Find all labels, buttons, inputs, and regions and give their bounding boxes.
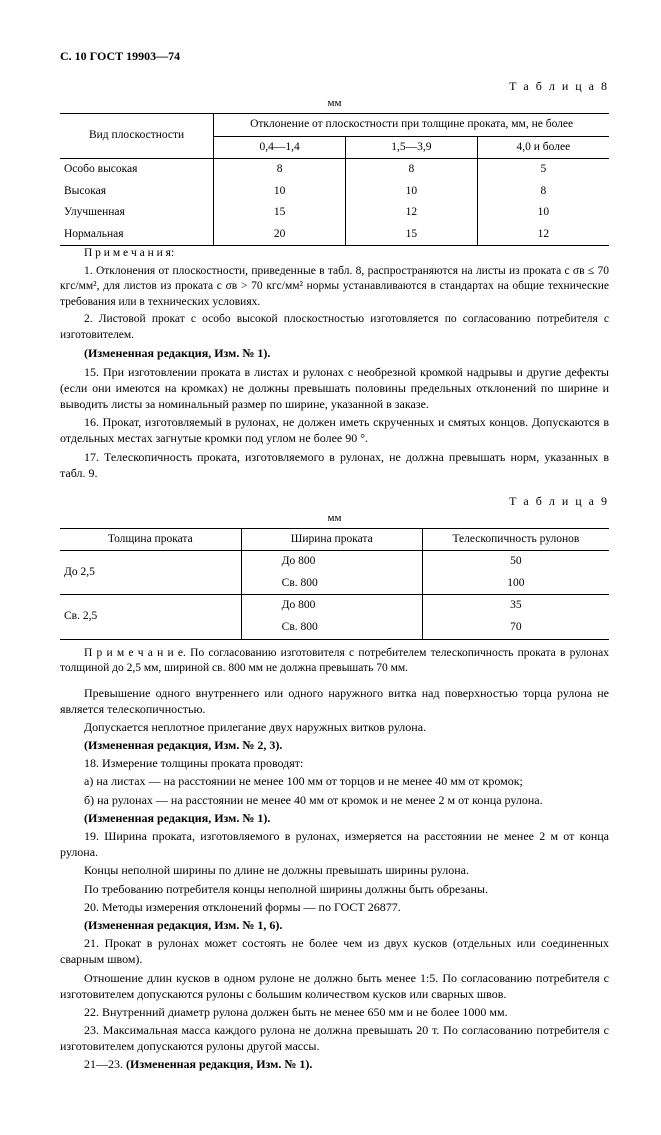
table8-label: Т а б л и ц а 8 xyxy=(60,78,609,94)
t8-sub1: 0,4—1,4 xyxy=(214,136,346,159)
t8-row: Высокая xyxy=(60,181,214,203)
t8-sub3: 4,0 и более xyxy=(477,136,609,159)
t8-cell: 8 xyxy=(477,181,609,203)
t8-col-flatness: Вид плоскостности xyxy=(60,114,214,159)
change-1b: (Измененная редакция, Изм. № 1). xyxy=(60,810,609,826)
p19a: Концы неполной ширины по длине не должны… xyxy=(60,862,609,878)
change-1: (Измененная редакция, Изм. № 1). xyxy=(60,345,609,361)
t9-cell: Св. 800 xyxy=(241,573,422,595)
t9-cell: До 800 xyxy=(241,551,422,573)
t8-row: Нормальная xyxy=(60,224,214,246)
t8-cell: 5 xyxy=(477,159,609,181)
change-23: (Измененная редакция, Изм. № 2, 3). xyxy=(60,737,609,753)
table9-unit: мм xyxy=(60,511,609,526)
notes8-2: 2. Листовой прокат с особо высокой плоск… xyxy=(60,312,609,343)
p21: 21. Прокат в рулонах может состоять не б… xyxy=(60,935,609,967)
t9-cell: 50 xyxy=(422,551,609,573)
p17: 17. Телескопичность проката, изготовляем… xyxy=(60,449,609,481)
t9-cell: 100 xyxy=(422,573,609,595)
table8-unit: мм xyxy=(60,96,609,111)
t9-row: До 2,5 xyxy=(60,551,241,595)
page-header: С. 10 ГОСТ 19903—74 xyxy=(60,48,609,64)
t9-col-tele: Телескопичность рулонов xyxy=(422,528,609,551)
t8-cell: 20 xyxy=(214,224,346,246)
t8-cell: 8 xyxy=(345,159,477,181)
p19: 19. Ширина проката, изготовляемого в рул… xyxy=(60,828,609,860)
t9-cell: 70 xyxy=(422,617,609,639)
p18b: б) на рулонах — на расстоянии не менее 4… xyxy=(60,792,609,808)
p16: 16. Прокат, изготовляемый в рулонах, не … xyxy=(60,414,609,446)
p21a: Отношение длин кусков в одном рулоне не … xyxy=(60,970,609,1002)
t8-cell: 10 xyxy=(345,181,477,203)
t9-cell: 35 xyxy=(422,595,609,617)
p18a: а) на листах — на расстоянии не менее 10… xyxy=(60,773,609,789)
t9-row: Св. 2,5 xyxy=(60,595,241,639)
change-16: (Измененная редакция, Изм. № 1, 6). xyxy=(60,917,609,933)
t8-cell: 15 xyxy=(214,202,346,224)
p21-23: 21—23. (Измененная редакция, Изм. № 1). xyxy=(60,1056,609,1072)
p22: 22. Внутренний диаметр рулона должен быт… xyxy=(60,1004,609,1020)
p20: 20. Методы измерения отклонений формы — … xyxy=(60,899,609,915)
p15: 15. При изготовлении проката в листах и … xyxy=(60,364,609,413)
t8-row: Особо высокая xyxy=(60,159,214,181)
t8-cell: 12 xyxy=(345,202,477,224)
table9-label: Т а б л и ц а 9 xyxy=(60,493,609,509)
notes8-1: 1. Отклонения от плоскостности, приведен… xyxy=(60,264,609,311)
t8-cell: 15 xyxy=(345,224,477,246)
t8-sub2: 1,5—3,9 xyxy=(345,136,477,159)
table8: Вид плоскостности Отклонение от плоскост… xyxy=(60,113,609,246)
p19b: По требованию потребителя концы неполной… xyxy=(60,881,609,897)
t9-cell: Св. 800 xyxy=(241,617,422,639)
t8-cell: 8 xyxy=(214,159,346,181)
p18: 18. Измерение толщины проката проводят: xyxy=(60,755,609,771)
t8-col-group: Отклонение от плоскостности при толщине … xyxy=(214,114,609,137)
p23: 23. Максимальная масса каждого рулона не… xyxy=(60,1022,609,1054)
p-tele1: Превышение одного внутреннего или одного… xyxy=(60,685,609,717)
t9-col-thick: Толщина проката xyxy=(60,528,241,551)
table9: Толщина проката Ширина проката Телескопи… xyxy=(60,528,609,640)
note9: П р и м е ч а н и е. По согласованию изг… xyxy=(60,646,609,677)
t9-cell: До 800 xyxy=(241,595,422,617)
t8-cell: 12 xyxy=(477,224,609,246)
t8-row: Улучшенная xyxy=(60,202,214,224)
t9-col-width: Ширина проката xyxy=(241,528,422,551)
notes8-head: П р и м е ч а н и я: xyxy=(60,246,609,262)
t8-cell: 10 xyxy=(214,181,346,203)
t8-cell: 10 xyxy=(477,202,609,224)
p-tele2: Допускается неплотное прилегание двух на… xyxy=(60,719,609,735)
